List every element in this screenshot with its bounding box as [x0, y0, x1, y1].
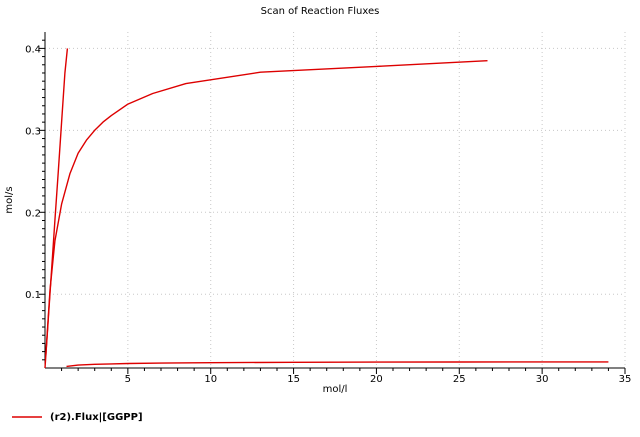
- x-tick-label: 15: [287, 374, 300, 385]
- plot-area: [45, 32, 625, 368]
- legend-label: (r2).Flux|[GGPP]: [50, 412, 143, 423]
- axes: [39, 32, 626, 374]
- x-tick-label: 25: [453, 374, 466, 385]
- series-lines: [44, 48, 609, 369]
- y-tick-label: 0.4: [25, 44, 41, 55]
- x-tick-label: 5: [125, 374, 131, 385]
- y-tick-label: 0.1: [25, 290, 41, 301]
- series-line-3: [66, 361, 609, 368]
- x-axis-label: mol/l: [323, 384, 348, 395]
- x-tick-label: 35: [619, 374, 632, 385]
- chart-title: Scan of Reaction Fluxes: [261, 6, 380, 17]
- tick-labels: 5 10 15 20 25 30 35 0.1 0.2 0.3 0.4: [25, 44, 631, 385]
- y-axis-label: mol/s: [4, 186, 15, 213]
- x-tick-label: 30: [536, 374, 549, 385]
- series-line-2: [45, 60, 488, 356]
- x-tick-label: 10: [204, 374, 217, 385]
- legend[interactable]: (r2).Flux|[GGPP]: [12, 412, 143, 423]
- grid-lines: [45, 32, 626, 368]
- y-tick-label: 0.2: [25, 208, 41, 219]
- x-tick-label: 20: [370, 374, 383, 385]
- y-tick-label: 0.3: [25, 126, 41, 137]
